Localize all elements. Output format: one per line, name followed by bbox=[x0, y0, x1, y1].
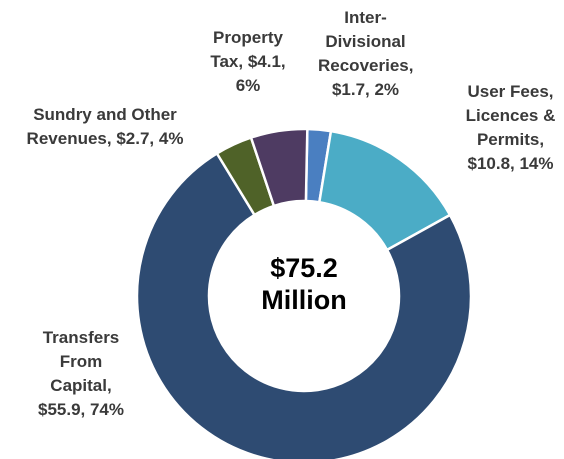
data-label: Transfers From Capital, $55.9, 74% bbox=[35, 326, 127, 422]
value-label: $2.7, 4% bbox=[116, 129, 184, 148]
data-label: Property Tax, $4.1, 6% bbox=[200, 26, 296, 98]
value-label: $4.1, 6% bbox=[235, 52, 286, 95]
category-name: Transfers From Capital, bbox=[42, 328, 120, 395]
category-name: User Fees, Licences & Permits, bbox=[465, 82, 556, 149]
value-label: $10.8, 14% bbox=[467, 154, 554, 173]
data-label: Sundry and Other Revenues, $2.7, 4% bbox=[0, 103, 210, 151]
donut-segment bbox=[249, 127, 309, 208]
category-name: Sundry and Other Revenues, bbox=[26, 105, 177, 148]
category-name: Inter-Divisional Recoveries, bbox=[318, 8, 414, 75]
center-label: $75.2 Million bbox=[261, 253, 347, 315]
value-label: $55.9, 74% bbox=[37, 400, 124, 419]
value-label: $1.7, 2% bbox=[331, 80, 400, 99]
data-label: Inter-Divisional Recoveries, $1.7, 2% bbox=[318, 6, 413, 102]
category-name: Property Tax, bbox=[210, 28, 283, 71]
data-label: User Fees, Licences & Permits, $10.8, 14… bbox=[458, 80, 563, 176]
donut-segment bbox=[135, 151, 473, 459]
